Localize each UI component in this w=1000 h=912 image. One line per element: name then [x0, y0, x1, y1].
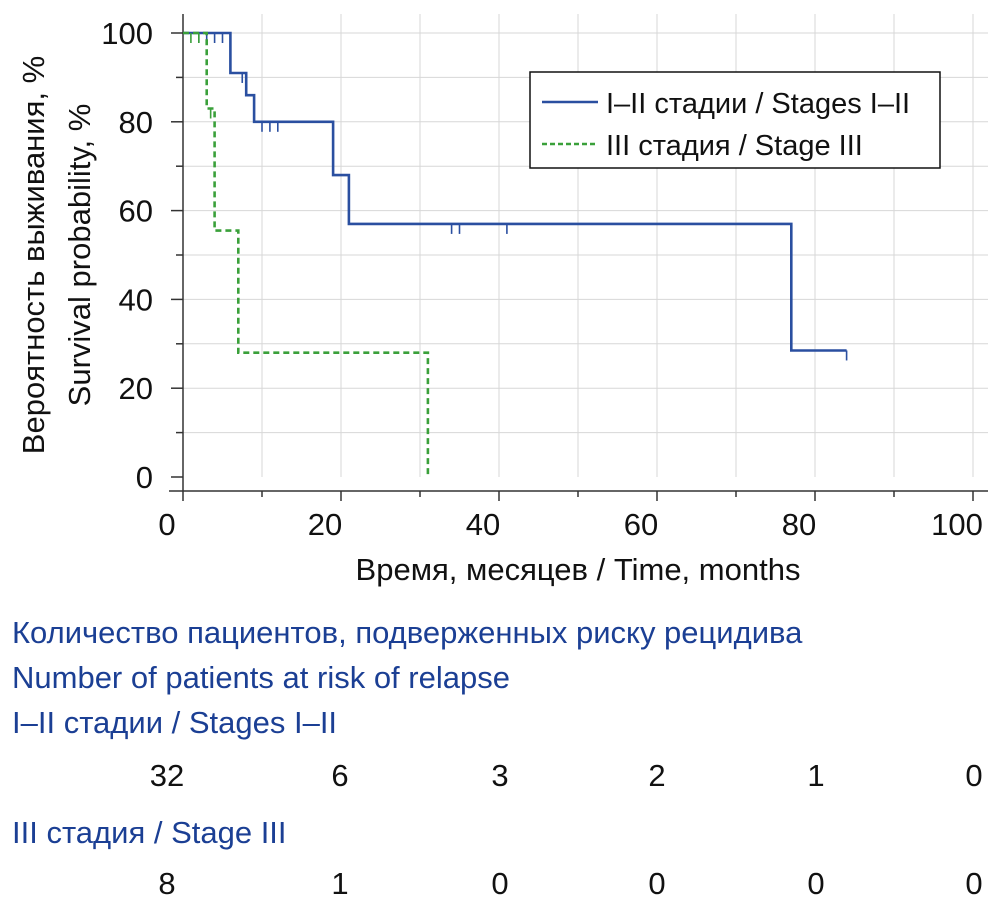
risk-count: 0 — [807, 866, 825, 901]
x-tick-label: 80 — [782, 507, 816, 542]
legend-box — [529, 71, 941, 169]
legend: I–II стадии / Stages I–II III стадия / St… — [529, 71, 941, 169]
x-tick-label: 60 — [624, 507, 658, 542]
y-tick-label: 80 — [119, 105, 153, 140]
x-tick-label: 20 — [308, 507, 342, 542]
risk-count: 3 — [491, 758, 509, 793]
risk-count: 32 — [149, 758, 185, 793]
series-line-2 — [183, 31, 430, 477]
x-axis-label: Время, месяцев / Time, months — [356, 552, 801, 587]
risk-count: 6 — [331, 758, 349, 793]
series-line-1 — [183, 31, 847, 352]
x-tick-label: 40 — [466, 507, 500, 542]
risk-count: 0 — [965, 866, 983, 901]
series-group — [183, 31, 848, 477]
risk-group-label-stages-1-2: I–II стадии / Stages I–II — [12, 705, 338, 740]
x-tick-label: 100 — [931, 507, 983, 542]
survival-chart: 0 20 40 60 80 100 0 20 40 60 80 100 I–II стадии / S… — [16, 14, 988, 587]
y-tick-label: 0 — [136, 460, 153, 495]
risk-count: 0 — [491, 866, 509, 901]
x-tick-label: 0 — [158, 507, 175, 542]
risk-count: 0 — [965, 758, 983, 793]
y-tick-label: 60 — [119, 194, 153, 229]
risk-count: 0 — [648, 866, 666, 901]
y-axis-label-en: Survival probability, % — [62, 104, 97, 407]
y-tick-label: 40 — [119, 282, 153, 317]
y-axis-label-ru: Вероятность выживания, % — [16, 56, 51, 454]
risk-table-title-en: Number of patients at risk of relapse — [12, 660, 510, 695]
risk-count: 8 — [158, 866, 176, 901]
legend-label-2: III стадия / Stage III — [606, 130, 863, 162]
axis-ticks: 0 20 40 60 80 100 0 20 40 60 80 100 — [101, 16, 983, 542]
legend-label-1: I–II стадии / Stages I–II — [606, 88, 910, 120]
risk-group-label-stage-3: III стадия / Stage III — [12, 815, 287, 850]
risk-table-title-ru: Количество пациентов, подверженных риску… — [12, 615, 803, 650]
y-tick-label: 20 — [119, 371, 153, 406]
risk-count: 1 — [331, 866, 349, 901]
risk-count: 2 — [648, 758, 666, 793]
y-tick-label: 100 — [101, 16, 153, 51]
risk-count: 1 — [807, 758, 825, 793]
